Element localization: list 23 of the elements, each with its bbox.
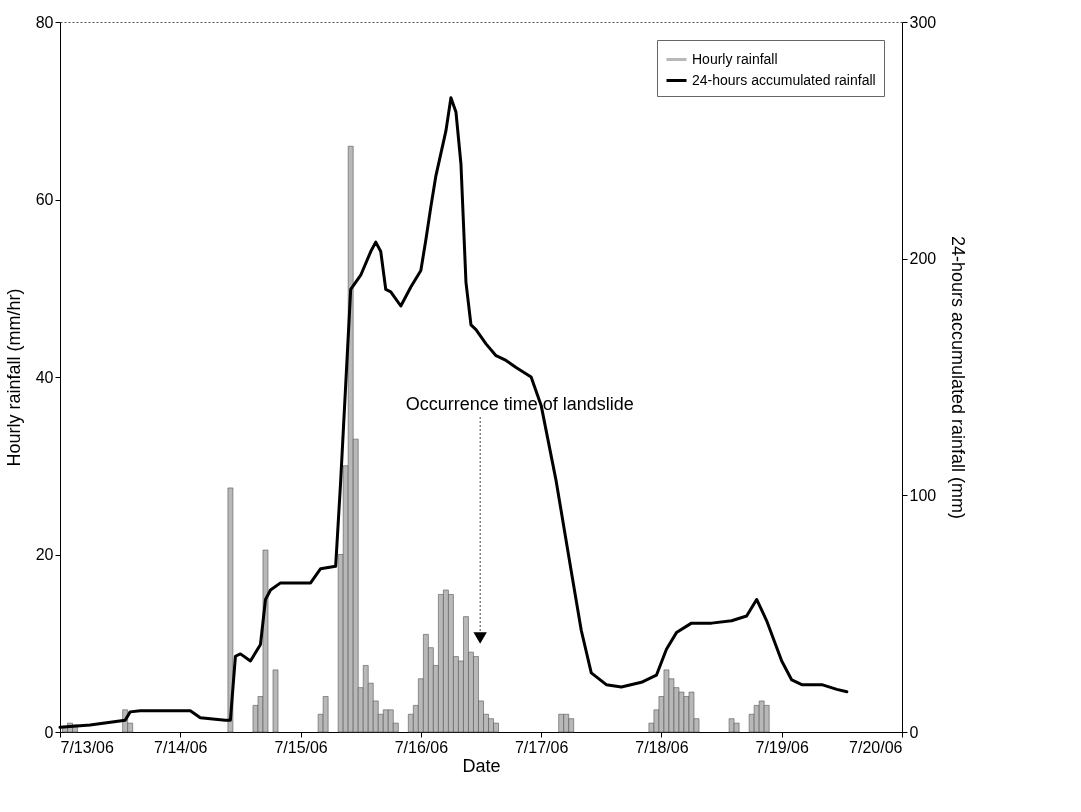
x-tick-label: 7/14/06	[154, 738, 208, 756]
y2-tick-label: 200	[909, 250, 937, 268]
x-tick-label: 7/13/06	[60, 738, 114, 756]
y2-axis-title: 24-hours accumulated rainfall (mm)	[948, 235, 969, 520]
x-tick-label: 7/20/06	[849, 738, 903, 756]
x-tick-label: 7/16/06	[394, 738, 449, 756]
y-tick-label: 60	[35, 191, 54, 208]
y-tick-label: 80	[35, 13, 54, 31]
x-tick-label: 7/15/06	[274, 738, 328, 756]
y2-tick-label: 0	[909, 723, 919, 741]
x-tick-label: 7/19/06	[755, 738, 809, 756]
x-tick-label: 7/18/06	[635, 738, 689, 756]
y2-tick-label: 300	[909, 13, 937, 31]
annotation: Occurrence time of landslide	[405, 394, 634, 414]
y-axis-title: Hourly rainfall (mm/hr)	[3, 288, 24, 467]
legend-label: 24-hours accumulated rainfall	[692, 71, 876, 88]
legend-label: Hourly rainfall	[692, 50, 778, 67]
x-axis-title: Date	[462, 755, 501, 776]
y-tick-label: 20	[35, 546, 54, 563]
y-tick-label: 0	[44, 723, 54, 741]
y-tick-label: 40	[35, 368, 54, 386]
y2-tick-label: 100	[909, 486, 937, 504]
x-tick-label: 7/17/06	[514, 738, 569, 756]
